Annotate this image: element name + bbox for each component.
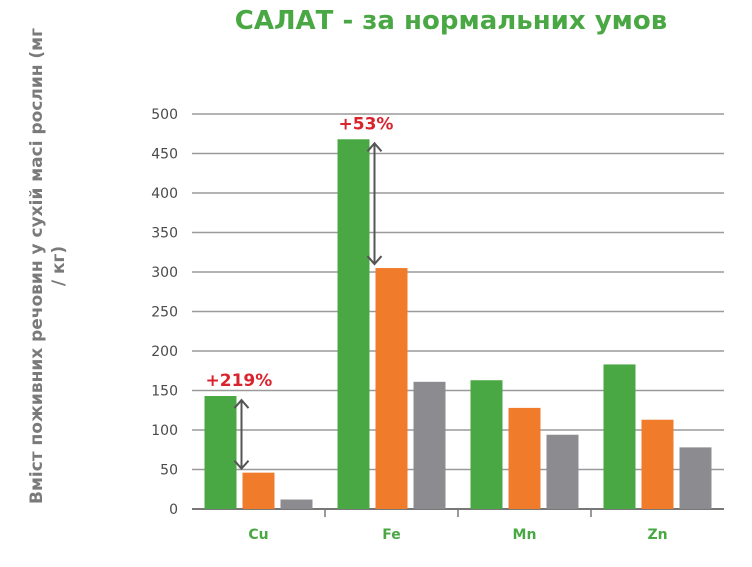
y-tick-label: 250 (151, 305, 178, 321)
y-tick-label: 500 (151, 107, 178, 123)
y-tick-label: 450 (151, 147, 178, 163)
bars (204, 139, 712, 509)
x-tick-label: Cu (248, 527, 268, 543)
y-tick-label: 150 (151, 384, 178, 400)
bar (375, 268, 408, 509)
chart-title: САЛАТ - за нормальних умов (234, 6, 668, 36)
grid-lines (192, 113, 724, 510)
annotation-label: +219% (206, 371, 273, 391)
arrow-head (366, 255, 383, 266)
bar (337, 139, 370, 509)
x-tick-label: Mn (513, 527, 537, 543)
y-tick-label: 300 (151, 265, 178, 281)
y-tick-label: 100 (151, 423, 178, 439)
y-tick-label: 50 (160, 463, 178, 479)
annotation-label: +53% (339, 114, 394, 134)
y-tick-label: 200 (151, 344, 178, 360)
bar (508, 407, 541, 509)
y-tick-label: 350 (151, 226, 178, 242)
x-axis: Cu Fe Mn Zn (248, 509, 668, 543)
y-tick-labels: 0 50 100 150 200 250 300 350 400 450 500 (151, 107, 178, 518)
bar (546, 434, 579, 509)
bar (641, 419, 674, 509)
arrow-head (233, 398, 250, 409)
y-tick-label: 400 (151, 186, 178, 202)
annotations: +219% +53% (206, 114, 394, 471)
y-tick-label: 0 (169, 502, 178, 518)
x-tick-label: Fe (382, 527, 401, 543)
bar (470, 380, 503, 509)
bar (204, 396, 237, 509)
bar (679, 447, 712, 509)
arrow-head (366, 141, 383, 152)
bar (242, 472, 275, 509)
arrow-head (233, 460, 250, 471)
bar (413, 381, 446, 509)
x-tick-label: Zn (647, 527, 667, 543)
bar (280, 499, 313, 509)
bar (603, 364, 636, 509)
